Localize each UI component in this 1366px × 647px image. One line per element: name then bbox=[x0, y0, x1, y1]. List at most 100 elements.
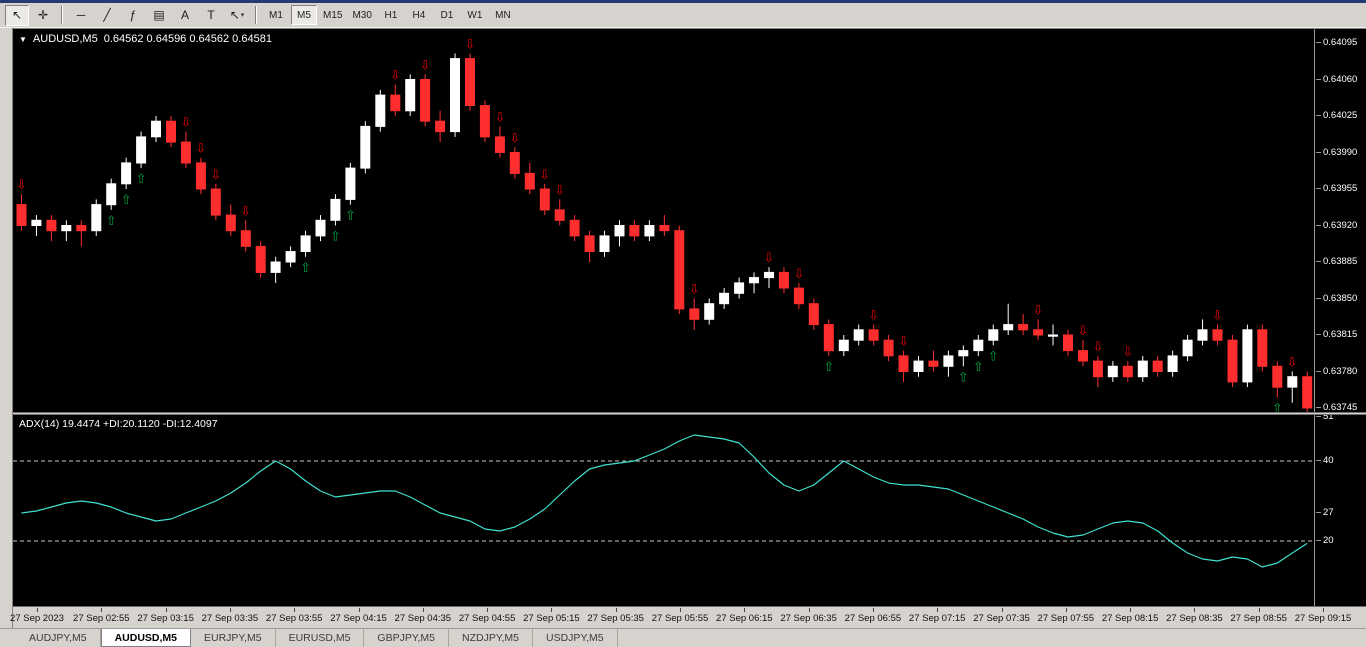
time-axis-label: 27 Sep 07:55 bbox=[1037, 613, 1095, 624]
chart-tab-GBPJPY-M5[interactable]: GBPJPY,M5 bbox=[364, 629, 450, 647]
svg-text:⇧: ⇧ bbox=[1272, 402, 1283, 412]
svg-text:⇩: ⇩ bbox=[16, 178, 27, 193]
indicator-panel[interactable]: ADX(14) 19.4474 +DI:20.1120 -DI:12.4097 … bbox=[13, 415, 1366, 606]
timeframe-D1-button[interactable]: D1 bbox=[440, 9, 454, 21]
svg-text:⇧: ⇧ bbox=[330, 230, 341, 245]
time-axis-tick bbox=[101, 608, 103, 612]
time-axis-tick bbox=[422, 608, 424, 612]
toolbar-separator bbox=[255, 6, 257, 24]
chart-tab-EURUSD-M5[interactable]: EURUSD,M5 bbox=[276, 629, 365, 647]
window-top-border bbox=[0, 0, 1366, 3]
svg-text:⇩: ⇩ bbox=[1212, 309, 1223, 324]
chart-tab-AUDJPY-M5[interactable]: AUDJPY,M5 bbox=[16, 629, 101, 647]
time-axis-label: 27 Sep 2023 bbox=[10, 613, 64, 624]
timeframe-W1-button[interactable]: W1 bbox=[467, 9, 483, 21]
tool-text-label-button[interactable]: T bbox=[199, 5, 223, 26]
chart-tab-bar: AUDJPY,M5 AUDUSD,M5 EURJPY,M5 EURUSD,M5 GBPJ… bbox=[0, 628, 1366, 647]
svg-text:⇧: ⇧ bbox=[136, 172, 147, 187]
tool-text-button[interactable]: A bbox=[173, 5, 197, 26]
time-axis-tick bbox=[551, 608, 553, 612]
horizontal-line-icon: ─ bbox=[76, 8, 86, 22]
time-axis-tick bbox=[1194, 608, 1196, 612]
time-axis-tick bbox=[808, 608, 810, 612]
time-axis-label: 27 Sep 05:35 bbox=[587, 613, 644, 624]
tool-crosshair-button[interactable]: ✛ bbox=[31, 5, 55, 26]
indicator-canvas[interactable] bbox=[13, 415, 1315, 606]
price-axis-label: 0.63815 bbox=[1315, 329, 1358, 340]
panel-splitter[interactable] bbox=[13, 412, 1366, 415]
time-axis-tick bbox=[358, 608, 360, 612]
chart-tab-AUDUSD-M5[interactable]: AUDUSD,M5 bbox=[100, 629, 191, 647]
time-axis-label: 27 Sep 06:35 bbox=[780, 613, 837, 624]
indicator-axis-label: 51 bbox=[1316, 415, 1334, 422]
timeframe-M1-button[interactable]: M1 bbox=[269, 9, 283, 21]
price-axis-label: 0.63885 bbox=[1315, 256, 1358, 267]
chart-tab-NZDJPY-M5[interactable]: NZDJPY,M5 bbox=[449, 629, 534, 647]
time-axis-tick bbox=[1065, 608, 1067, 612]
time-axis-tick bbox=[937, 608, 939, 612]
price-axis-label: 0.63850 bbox=[1315, 292, 1358, 304]
time-axis-tick bbox=[872, 608, 874, 612]
price-chart-canvas[interactable]: ⇩ ⇩ ⇩ ⇩ ⇩ ⇩ ⇩ ⇩ ⇩ ⇩ ⇩ ⇩ ⇩ ⇩ ⇩ ⇩ ⇩ ⇩ ⇩ ⇩ ⇩ ⇩ ⇩ ⇧ ⇧ ⇧ ⇧ ⇧ ⇧ ⇧ ⇧ ⇧ ⇧ ⇧ bbox=[13, 29, 1315, 412]
svg-text:⇧: ⇧ bbox=[823, 360, 834, 375]
time-axis-tick bbox=[1001, 608, 1003, 612]
svg-text:⇩: ⇩ bbox=[1287, 356, 1298, 371]
svg-text:⇧: ⇧ bbox=[106, 214, 117, 229]
timeframe-M30-button[interactable]: M30 bbox=[352, 9, 372, 21]
timeframe-M5-button[interactable]: M5 bbox=[291, 5, 317, 25]
svg-text:⇧: ⇧ bbox=[973, 360, 984, 375]
time-axis-label: 27 Sep 04:35 bbox=[394, 613, 452, 624]
svg-text:⇩: ⇩ bbox=[210, 168, 221, 183]
tool-arrows-button[interactable]: ↖ ▾ bbox=[225, 5, 249, 26]
indicator-axis[interactable]: 51 40 27 20 bbox=[1314, 415, 1366, 606]
svg-text:⇩: ⇩ bbox=[509, 131, 520, 146]
chevron-down-icon: ▾ bbox=[240, 12, 245, 19]
time-axis-tick bbox=[487, 608, 489, 612]
time-axis-label: 27 Sep 08:15 bbox=[1101, 613, 1159, 624]
chart-window: ▼ AUDUSD,M5 0.64562 0.64596 0.64562 0.64… bbox=[10, 28, 1366, 628]
svg-text:⇩: ⇩ bbox=[793, 267, 804, 282]
timeframe-MN-button[interactable]: MN bbox=[495, 9, 511, 21]
chart-tab-EURJPY-M5[interactable]: EURJPY,M5 bbox=[191, 629, 276, 647]
time-axis-label: 27 Sep 07:15 bbox=[908, 613, 966, 624]
time-axis-label: 27 Sep 03:55 bbox=[265, 613, 323, 624]
time-axis-label: 27 Sep 05:15 bbox=[523, 613, 580, 624]
time-axis-tick bbox=[1130, 608, 1132, 612]
price-axis[interactable]: 0.64095 0.64060 0.64025 0.63990 0.63955 0.639… bbox=[1314, 29, 1366, 412]
time-axis-label: 27 Sep 08:55 bbox=[1230, 613, 1287, 624]
time-axis-label: 27 Sep 02:55 bbox=[73, 613, 130, 624]
price-panel[interactable]: ▼ AUDUSD,M5 0.64562 0.64596 0.64562 0.64… bbox=[13, 29, 1366, 412]
chevron-down-icon: ▼ bbox=[19, 34, 27, 44]
time-axis-label: 27 Sep 06:15 bbox=[716, 613, 773, 624]
time-axis-tick bbox=[294, 608, 296, 612]
svg-text:⇩: ⇩ bbox=[554, 183, 565, 198]
tool-horizontal-line-button[interactable]: ─ bbox=[69, 5, 93, 26]
toolbar-separator bbox=[61, 6, 63, 24]
svg-text:⇩: ⇩ bbox=[898, 335, 909, 350]
timeframe-H4-button[interactable]: H4 bbox=[412, 9, 426, 21]
time-axis-label: 27 Sep 08:35 bbox=[1166, 613, 1223, 624]
toolbar-tools: ↖ ✛ ─ ╱ ƒ ▤ A T ↖ ▾ bbox=[4, 4, 262, 26]
tool-channel-button[interactable]: ▤ bbox=[147, 5, 171, 26]
svg-text:⇩: ⇩ bbox=[1122, 345, 1133, 360]
adx-line bbox=[21, 434, 1308, 568]
indicator-label: ADX(14) 19.4474 +DI:20.1120 -DI:12.4097 bbox=[19, 418, 218, 430]
svg-text:⇧: ⇧ bbox=[345, 209, 356, 224]
tool-cursor-button[interactable]: ↖ bbox=[5, 4, 29, 26]
tool-fibonacci-button[interactable]: ƒ bbox=[121, 5, 145, 26]
time-axis-tick bbox=[615, 608, 617, 612]
chart-workspace: ▼ AUDUSD,M5 0.64562 0.64596 0.64562 0.64… bbox=[0, 28, 1366, 628]
text-label-icon: T bbox=[207, 8, 215, 22]
svg-text:⇧: ⇧ bbox=[988, 349, 999, 364]
price-axis-label: 0.63745 bbox=[1315, 402, 1358, 412]
timeframe-H1-button[interactable]: H1 bbox=[384, 9, 398, 21]
time-axis[interactable]: 27 Sep 2023 27 Sep 02:55 27 Sep 03:15 27 Se… bbox=[10, 606, 1366, 628]
tool-trendline-button[interactable]: ╱ bbox=[95, 5, 119, 26]
chart-tab-USDJPY-M5[interactable]: USDJPY,M5 bbox=[533, 629, 618, 647]
time-axis-tick bbox=[37, 608, 38, 612]
price-axis-label: 0.64060 bbox=[1315, 73, 1358, 85]
svg-text:⇩: ⇩ bbox=[1033, 303, 1044, 318]
time-axis-tick bbox=[1323, 608, 1324, 612]
timeframe-M15-button[interactable]: M15 bbox=[323, 9, 343, 21]
time-axis-label: 27 Sep 06:55 bbox=[844, 613, 902, 624]
